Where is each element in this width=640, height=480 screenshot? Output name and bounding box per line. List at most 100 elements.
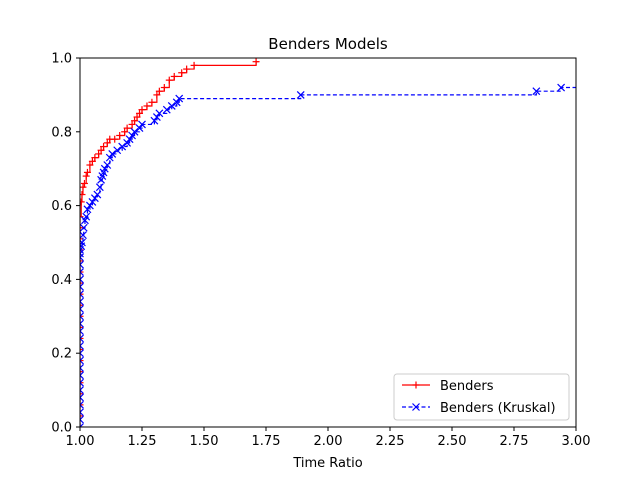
data-point-x-marker [80,378,84,387]
data-point-x-marker [80,386,84,395]
data-point-plus-marker [133,113,141,121]
x-tick-label: 3.00 [562,434,591,449]
data-point-x-marker [80,319,84,328]
data-point-plus-marker [80,390,84,398]
legend-box [393,373,570,421]
data-point-plus-marker [80,412,84,420]
data-point-x-marker [135,124,144,133]
data-point-plus-marker [252,58,260,66]
data-point-plus-marker [80,368,84,376]
data-point-plus-marker [80,334,84,342]
data-point-plus-marker [80,235,84,243]
data-point-x-marker [100,164,109,173]
data-point-x-marker [80,364,84,372]
data-point-plus-marker [80,257,84,265]
data-point-plus-marker [116,131,124,139]
data-point-plus-marker [165,76,173,84]
data-point-plus-marker [80,379,84,387]
data-point-plus-marker [83,168,91,176]
plot-frame [79,57,577,428]
data-point-x-marker [80,223,88,232]
data-point-plus-marker [80,312,84,320]
data-point-plus-marker [97,146,105,154]
data-point-x-marker [80,327,84,335]
data-point-x-marker [80,304,84,313]
data-point-x-marker [172,98,181,107]
data-point-plus-marker [80,290,84,298]
data-point-x-marker [162,105,171,114]
data-point-plus-marker [131,117,139,125]
data-point-x-marker [105,153,114,162]
data-point-x-marker [138,120,146,129]
legend-entry-benders-kruskal: Benders (Kruskal) [402,401,556,416]
x-tick-label: 2.25 [376,434,405,449]
legend-marker [412,381,420,389]
series-line [80,86,576,427]
data-point-x-marker [80,260,84,269]
data-point-x-marker [532,87,541,96]
data-point-plus-marker [138,106,146,114]
data-point-x-marker [80,371,84,380]
data-point-plus-marker [80,213,84,221]
data-point-plus-marker [95,150,103,158]
data-point-x-marker [80,238,86,247]
x-tick-label: 2.75 [500,434,529,449]
data-point-x-marker [113,146,122,155]
data-point-x-marker [95,183,104,192]
data-point-plus-marker [80,268,84,276]
data-point-x-marker [103,161,112,169]
y-axis: 0.0 0.2 0.4 0.6 0.8 1.0 [51,52,80,436]
data-point-x-marker [90,194,99,203]
data-point-x-marker [80,408,84,417]
y-tick-label: 0.4 [51,273,72,288]
data-point-plus-marker [183,65,191,73]
data-point-plus-marker [80,198,85,206]
x-tick-label: 2.00 [314,434,343,449]
data-point-x-marker [80,282,84,291]
data-point-plus-marker [80,246,84,254]
data-point-plus-marker [153,91,161,99]
data-point-x-marker [80,341,84,350]
legend-label-benders: Benders [440,379,494,394]
x-tick-label: 1.50 [190,434,219,449]
y-tick-label: 0.8 [51,125,72,140]
data-point-plus-marker [170,72,178,80]
x-tick-label: 1.00 [66,434,95,449]
legend-entry-benders: Benders [402,379,494,394]
data-point-plus-marker [80,224,84,232]
data-point-x-marker [155,109,164,118]
y-tick-label: 0.0 [51,421,72,436]
series-layer [80,58,576,427]
data-point-x-marker [118,142,127,151]
data-point-x-marker [167,102,176,110]
data-point-plus-marker [111,135,119,143]
data-point-plus-marker [123,124,131,132]
data-point-x-marker [85,201,94,210]
data-point-x-marker [80,231,87,240]
data-point-x-marker [175,94,184,103]
data-point-plus-marker [160,84,168,92]
data-point-plus-marker [80,401,84,409]
legend: Benders Benders (Kruskal) [393,373,570,421]
data-point-x-marker [82,212,91,221]
data-point-x-marker [150,116,159,125]
data-point-plus-marker [80,346,84,354]
data-point-x-marker [123,138,132,147]
data-point-plus-marker [100,143,108,151]
legend-marker-plus-icon [412,381,420,389]
data-point-plus-marker [143,102,151,110]
data-point-plus-marker [178,69,186,77]
x-tick-label: 1.25 [128,434,157,449]
x-tick-label: 1.75 [252,434,281,449]
data-point-plus-marker [82,172,90,180]
legend-label-benders-kruskal: Benders (Kruskal) [440,401,556,416]
data-point-plus-marker [80,301,84,309]
data-point-x-marker [80,393,84,402]
data-point-x-marker [557,83,566,92]
data-point-plus-marker [121,128,129,136]
data-point-plus-marker [91,154,99,162]
data-point-plus-marker [148,98,156,106]
series-benders [80,58,260,427]
data-point-x-marker [80,290,84,299]
